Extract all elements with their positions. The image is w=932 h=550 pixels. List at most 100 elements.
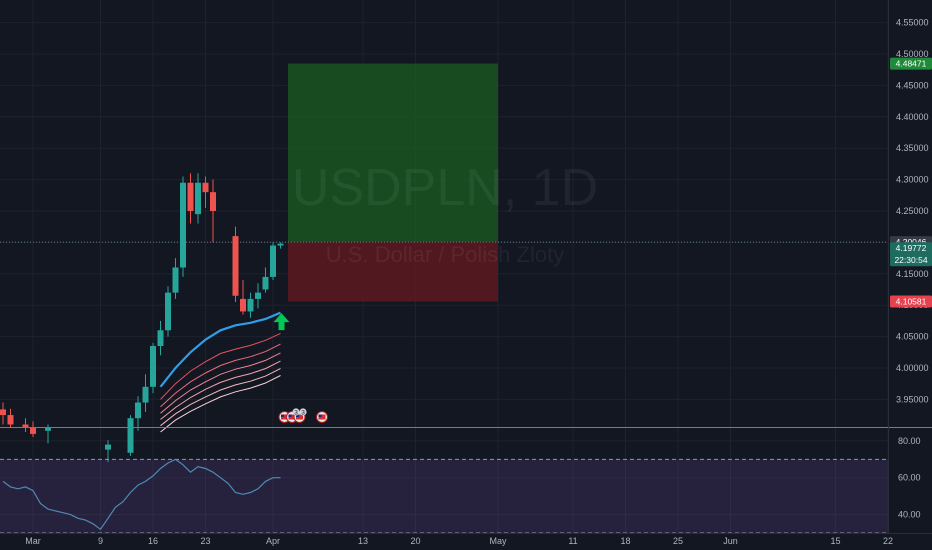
candle-body [165,292,171,331]
date-tick-label: 13 [358,536,368,546]
ribbon-line-5 [160,368,281,427]
date-tick-label: 16 [148,536,158,546]
candle[interactable] [150,342,156,394]
candle[interactable] [105,440,111,463]
candle[interactable] [240,280,246,315]
candle[interactable] [165,286,171,337]
candle[interactable] [187,173,194,224]
price-tick-label: 4.25000 [896,206,929,216]
candle-body [142,386,149,403]
candle[interactable] [202,176,209,208]
buy-arrow-icon [273,313,290,331]
target-price-tag-text: 4.48471 [896,59,927,69]
candle[interactable] [270,242,276,281]
date-tick-label: Jun [723,536,738,546]
watermark: USDPLN, 1D U.S. Dollar / Polish Zloty [292,159,598,267]
rsi-pane[interactable] [0,458,888,534]
candle[interactable] [127,415,134,456]
price-tick-label: 4.35000 [896,143,929,153]
stop-price-tag[interactable]: 4.10581 [890,295,932,308]
flag-canton [296,414,299,417]
candle-body [277,243,284,246]
candle-body [270,245,276,277]
candle[interactable] [232,226,239,303]
candle-body [135,402,141,419]
stop-zone [288,242,498,302]
candle-body [22,424,29,428]
last-price-tag-text: 4.19772 [896,243,927,253]
rsi-tick-label: 60.00 [898,473,921,483]
date-tick-label: 25 [673,536,683,546]
candle-body [202,182,209,193]
candle[interactable] [30,421,36,438]
candle[interactable] [142,374,149,412]
candle[interactable] [262,267,269,293]
candle-body [157,330,164,346]
last-price-tag[interactable]: 4.19772 22:30:54 [890,242,932,267]
candle[interactable] [22,418,29,433]
event-count-badge [299,408,307,416]
price-tick-label: 4.15000 [896,269,929,279]
candle-body [180,182,186,268]
candle-body [195,182,201,215]
date-tick-label: Mar [25,536,41,546]
rsi-band [0,459,888,533]
target-zone [288,63,498,243]
price-tick-label: 4.05000 [896,332,929,342]
candle[interactable] [247,292,254,318]
candle[interactable] [7,408,14,428]
last-price-tag-bg [890,242,932,267]
candle-body [247,298,254,312]
date-tick-label: 22 [883,536,893,546]
us-flag-icon [316,411,328,423]
candle[interactable] [0,402,6,425]
rsi-tick-label: 80.00 [898,436,921,446]
target-price-tag-bg [890,57,932,70]
target-price-tag[interactable]: 4.48471 [890,57,932,70]
candle[interactable] [255,283,261,309]
flag-canton [318,414,322,417]
date-tick-label: 15 [830,536,840,546]
event-count-badge [292,408,300,416]
stop-price-tag-text: 4.10581 [896,297,927,307]
ribbon-line-4 [160,360,281,420]
candle-body [150,345,156,387]
event-count-label: 3 [294,410,298,417]
candle-body [7,415,14,425]
candle-body [30,427,36,434]
candle[interactable] [210,179,216,243]
candle-body [45,427,51,431]
candle[interactable] [135,396,141,431]
date-tick-label: Apr [266,536,280,546]
flag-stripes [318,414,326,420]
candle-body [0,409,6,416]
ribbon-line-0 [159,311,281,388]
candle[interactable] [195,173,201,224]
candle-body [210,192,216,211]
candle-body [127,418,134,453]
candle[interactable] [157,320,164,356]
price-tick-label: 4.40000 [896,112,929,122]
candle-body [232,236,239,296]
candle[interactable] [180,176,186,277]
candle[interactable] [172,258,179,299]
date-tick-label: 18 [620,536,630,546]
candle[interactable] [277,242,284,249]
ribbon-line-1 [160,332,281,400]
price-tick-label: 3.95000 [896,394,929,404]
candles[interactable] [0,173,284,463]
price-tick-label: 4.30000 [896,175,929,185]
date-tick-label: 20 [410,536,420,546]
candle-body [187,182,194,211]
rsi-line[interactable] [2,458,281,531]
stop-price-tag-bg [890,295,932,308]
flag-canton [288,414,292,417]
last-price-tag-countdown: 22:30:54 [894,255,927,265]
position-layer [0,63,888,302]
date-tick-label: 11 [568,536,577,546]
price-tick-label: 4.50000 [896,49,929,59]
